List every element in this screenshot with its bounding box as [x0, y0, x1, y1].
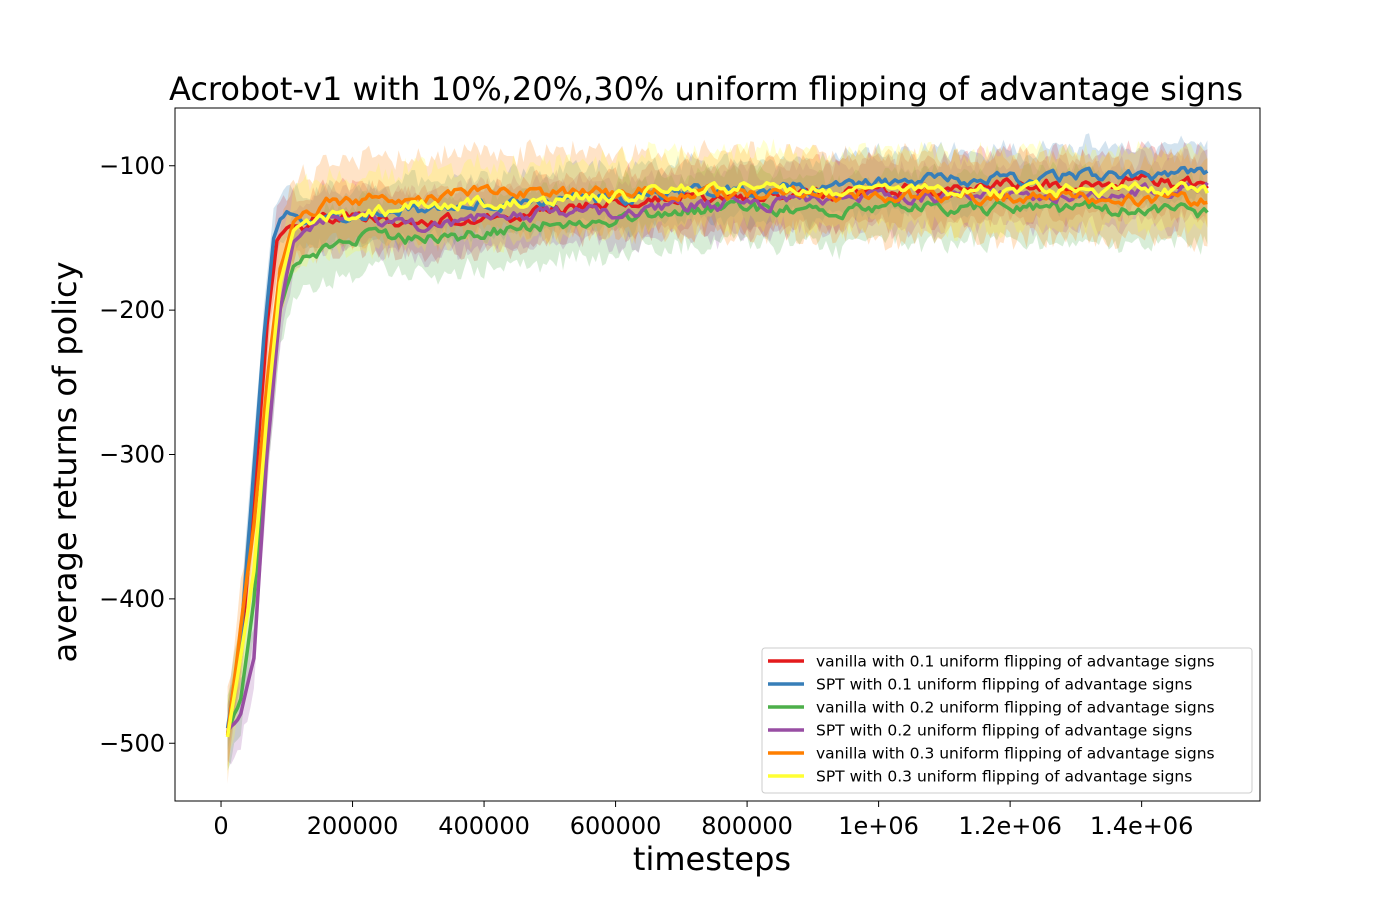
band-series-2 [227, 133, 1208, 751]
x-axis-label: timesteps [633, 840, 791, 878]
y-tick-label: −500 [99, 729, 165, 757]
line-series-5 [225, 182, 1208, 736]
band-series-5 [227, 139, 1208, 784]
y-axis-ticks: −500 −400 −300 −200 −100 [99, 152, 175, 757]
x-tick-label: 600000 [570, 812, 662, 840]
y-tick-label: −400 [99, 585, 165, 613]
x-axis-ticks: 0 200000 400000 600000 800000 1e+06 1.2e+06 1.4… [213, 801, 1193, 840]
band-series-1 [227, 140, 1208, 768]
x-tick-label: 800000 [701, 812, 793, 840]
legend-entry-label: SPT with 0.2 uniform flipping of advanta… [816, 722, 1192, 740]
legend-entry-label: vanilla with 0.2 uniform flipping of adv… [816, 699, 1215, 717]
legend-entry-label: SPT with 0.3 uniform flipping of advanta… [816, 768, 1192, 786]
y-tick-label: −200 [99, 296, 165, 324]
legend-entry-label: SPT with 0.1 uniform flipping of advanta… [816, 676, 1192, 694]
chart-title: Acrobot-v1 with 10%,20%,30% uniform flip… [169, 70, 1243, 108]
y-tick-label: −300 [99, 441, 165, 469]
legend-entry-label: vanilla with 0.1 uniform flipping of adv… [816, 653, 1215, 671]
legend-box [761, 647, 1253, 794]
x-tick-label: 200000 [307, 812, 399, 840]
x-tick-label: 1.4e+06 [1090, 812, 1194, 840]
x-tick-label: 1.2e+06 [958, 812, 1062, 840]
x-tick-label: 400000 [438, 812, 530, 840]
y-tick-label: −100 [99, 152, 165, 180]
series-lines [225, 165, 1209, 738]
legend: vanilla with 0.1 uniform flipping of adv… [761, 647, 1253, 794]
line-series-6 [225, 179, 1209, 738]
x-tick-label: 0 [213, 812, 228, 840]
y-axis-label: average returns of policy [46, 261, 84, 662]
x-tick-label: 1e+06 [838, 812, 919, 840]
legend-entry-label: vanilla with 0.3 uniform flipping of adv… [816, 745, 1215, 763]
line-series-3 [225, 198, 1209, 734]
